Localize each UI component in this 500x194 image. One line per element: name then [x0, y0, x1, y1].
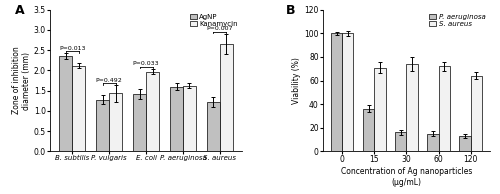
Bar — [72, 66, 85, 151]
Text: B: B — [286, 4, 296, 17]
Bar — [133, 94, 146, 151]
Y-axis label: Zone of inhibition
diameter (mm): Zone of inhibition diameter (mm) — [12, 47, 31, 114]
Bar — [109, 94, 122, 151]
X-axis label: Concentration of Ag nanoparticles
(μg/mL): Concentration of Ag nanoparticles (μg/mL… — [341, 167, 472, 187]
Text: P=0.033: P=0.033 — [132, 61, 160, 66]
Bar — [59, 56, 72, 151]
Bar — [331, 33, 342, 151]
Bar — [428, 134, 438, 151]
Bar — [183, 86, 196, 151]
Text: P=0.007: P=0.007 — [206, 26, 233, 31]
Bar — [406, 64, 418, 151]
Bar — [438, 66, 450, 151]
Bar — [146, 72, 159, 151]
Bar — [207, 102, 220, 151]
Bar — [170, 87, 183, 151]
Bar — [460, 136, 470, 151]
Bar — [96, 100, 109, 151]
Text: P=0.013: P=0.013 — [59, 46, 86, 51]
Bar — [374, 68, 386, 151]
Legend: AgNP, Kanamycin: AgNP, Kanamycin — [189, 13, 238, 28]
Bar — [470, 76, 482, 151]
Bar — [342, 33, 353, 151]
Text: A: A — [16, 4, 25, 17]
Y-axis label: Viability (%): Viability (%) — [292, 57, 302, 104]
Bar — [395, 133, 406, 151]
Bar — [363, 109, 374, 151]
Legend: P. aeruginosa, S. aureus: P. aeruginosa, S. aureus — [428, 13, 486, 28]
Text: P=0.492: P=0.492 — [96, 78, 122, 82]
Bar — [220, 44, 233, 151]
